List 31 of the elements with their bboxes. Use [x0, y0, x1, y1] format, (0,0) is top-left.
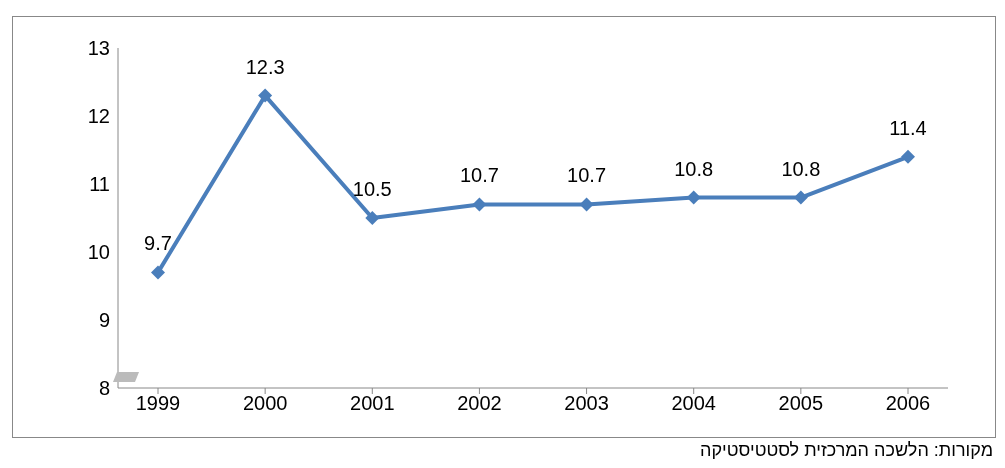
- point: [151, 265, 165, 280]
- x-tick-label: 2003: [564, 392, 609, 415]
- point: [579, 197, 594, 212]
- x-tick-label: 1999: [135, 392, 181, 415]
- x-tick-label: 2001: [350, 392, 395, 415]
- point: [793, 190, 808, 205]
- y-tick-label: 10: [87, 241, 110, 264]
- x-tick-label: 2000: [242, 392, 288, 415]
- point: [686, 190, 701, 205]
- x-tick-label: 2002: [457, 392, 502, 415]
- y-tick-label: 11: [89, 173, 110, 196]
- data-label: 10.8: [674, 157, 714, 180]
- y-tick-label: 12: [87, 105, 110, 128]
- data-label: 10.7: [567, 164, 607, 187]
- text: מקורות: הלשכה המרכזית לסטטיסטיקה: [700, 440, 993, 461]
- x-tick-label: 2004: [671, 392, 716, 415]
- data-label: 12.3: [245, 55, 285, 78]
- data-label: 9.7: [144, 232, 172, 255]
- data-label: 10.7: [459, 164, 499, 187]
- y-tick-label: 9: [98, 309, 110, 332]
- data-label: 10.8: [781, 157, 821, 180]
- data-label: 11.4: [889, 116, 927, 139]
- x-tick-label: 2006: [885, 392, 931, 415]
- y-tick-label: 8: [98, 377, 110, 400]
- y-tick-label: 13: [87, 37, 110, 60]
- point: [472, 197, 487, 212]
- point: [258, 88, 273, 103]
- point: [365, 211, 380, 225]
- x-tick-label: 2005: [778, 392, 824, 415]
- point: [901, 149, 915, 164]
- data-label: 10.5: [352, 178, 392, 200]
